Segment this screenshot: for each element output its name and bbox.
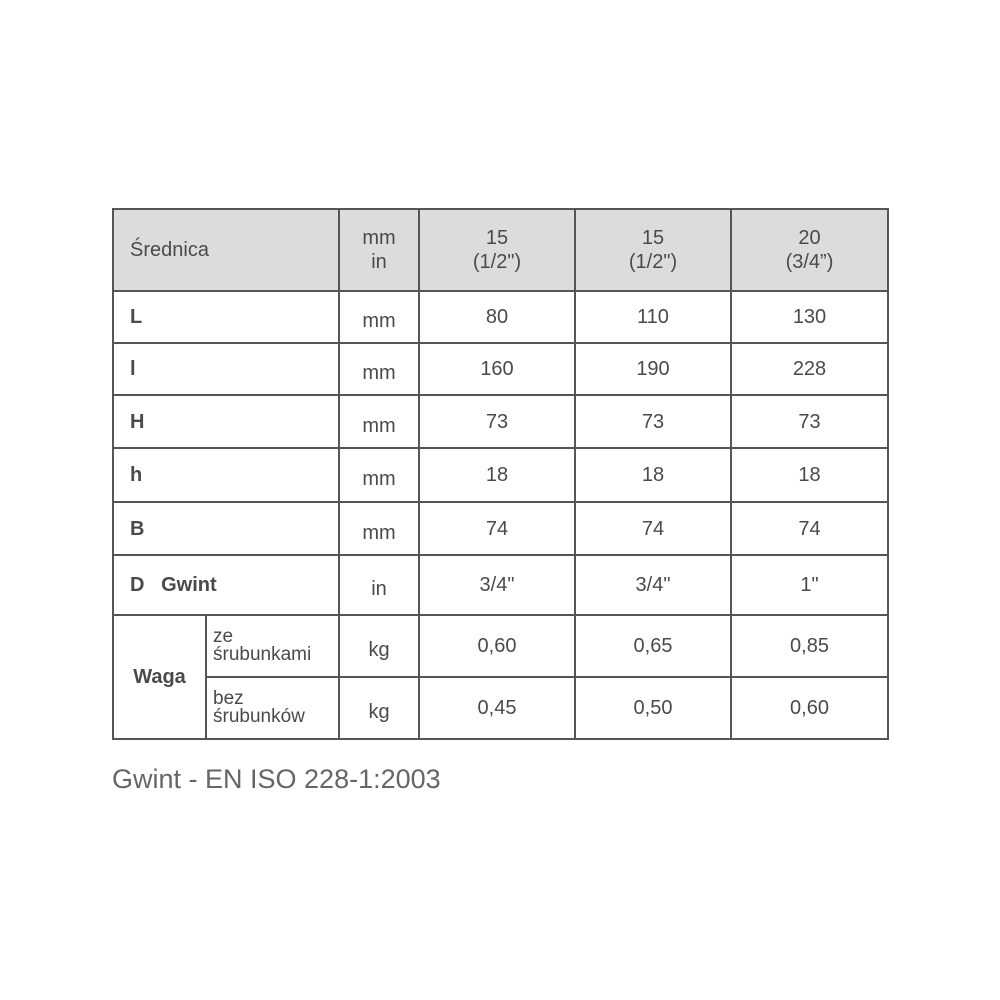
- row-unit: mm: [338, 447, 420, 503]
- cell: 3/4": [418, 554, 576, 616]
- header-unit: mm in: [338, 208, 420, 292]
- cell: 80: [418, 290, 576, 344]
- dimensions-table: Średnica mm in 15 (1/2") 15 (1/2") 20 (3/4”)…: [112, 208, 889, 740]
- cell: 0,65: [574, 614, 732, 678]
- table-row: h mm 18 18 18: [112, 447, 889, 503]
- row-unit: in: [338, 554, 420, 616]
- header-row: Średnica mm in 15 (1/2") 15 (1/2") 20 (3/4”): [112, 208, 889, 292]
- cell: 130: [730, 290, 889, 344]
- cell: 0,45: [418, 676, 576, 740]
- weight-row: bez śrubunków kg 0,45 0,50 0,60: [113, 676, 889, 740]
- row-label: B: [112, 501, 340, 556]
- cell: 18: [418, 447, 576, 503]
- cell: 228: [730, 342, 889, 396]
- weight-sub-label: ze śrubunkami: [205, 614, 340, 678]
- thread-standard-note: Gwint - EN ISO 228-1:2003: [112, 764, 441, 794]
- cell: 73: [730, 394, 889, 449]
- cell: 18: [574, 447, 732, 503]
- cell: 0,50: [574, 676, 732, 740]
- row-label: H: [112, 394, 340, 449]
- row-unit: mm: [338, 290, 420, 344]
- row-label: L: [112, 290, 340, 344]
- cell: 0,60: [418, 614, 576, 678]
- cell: 3/4": [574, 554, 732, 616]
- weight-label: Waga: [112, 614, 207, 740]
- weight-sub-label: bez śrubunków: [205, 676, 340, 740]
- cell: 73: [574, 394, 732, 449]
- cell: 110: [574, 290, 732, 344]
- cell: 73: [418, 394, 576, 449]
- header-size-1: 15 (1/2"): [418, 208, 576, 292]
- cell: 74: [574, 501, 732, 556]
- cell: 0,60: [730, 676, 889, 740]
- cell: 18: [730, 447, 889, 503]
- cell: 74: [418, 501, 576, 556]
- table-row: D Gwint in 3/4" 3/4" 1": [112, 554, 889, 616]
- row-label: D Gwint: [112, 554, 340, 616]
- weight-row: Waga ze śrubunkami kg 0,60 0,65 0,85: [112, 614, 889, 740]
- unit-mm: mm: [362, 227, 396, 249]
- row-unit: kg: [338, 676, 420, 740]
- cell: 74: [730, 501, 889, 556]
- row-unit: kg: [338, 614, 420, 678]
- cell: 1": [730, 554, 889, 616]
- row-unit: mm: [338, 342, 420, 396]
- row-label: l: [112, 342, 340, 396]
- table-row: l mm 160 190 228: [112, 342, 889, 396]
- row-unit: mm: [338, 394, 420, 449]
- cell: 0,85: [730, 614, 889, 678]
- header-label: Średnica: [112, 208, 340, 292]
- unit-in: in: [371, 251, 387, 273]
- cell: 190: [574, 342, 732, 396]
- header-size-3: 20 (3/4”): [730, 208, 889, 292]
- header-size-2: 15 (1/2"): [574, 208, 732, 292]
- row-unit: mm: [338, 501, 420, 556]
- row-label: h: [112, 447, 340, 503]
- cell: 160: [418, 342, 576, 396]
